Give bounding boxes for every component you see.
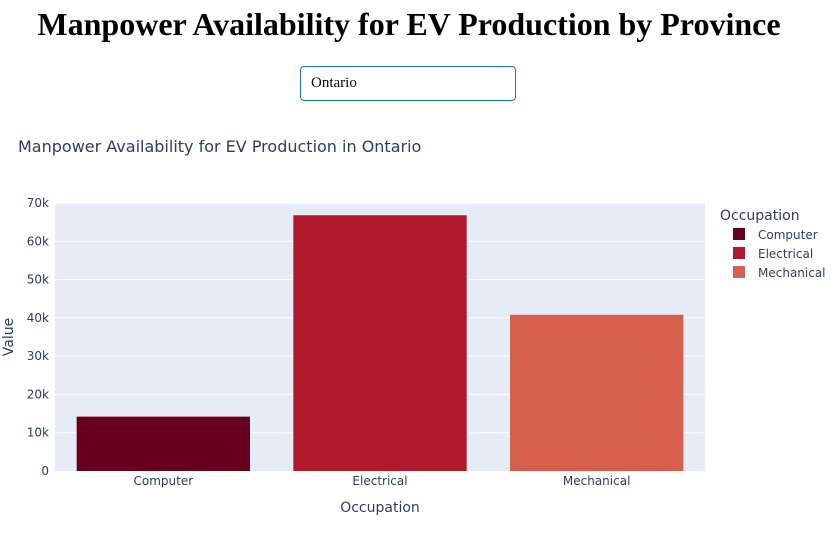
x-axis-label: Occupation (340, 500, 420, 516)
legend: Occupation Computer Electrical Mechanical (720, 208, 826, 280)
chart-title: Manpower Availability for EV Production … (18, 137, 421, 156)
province-dropdown[interactable]: Ontario (300, 66, 516, 101)
y-tick-label: 30k (27, 349, 49, 363)
x-axis-ticks: Computer Electrical Mechanical (134, 474, 631, 488)
bars (76, 215, 684, 471)
y-axis-label: Value (1, 318, 17, 356)
legend-item-label[interactable]: Electrical (758, 247, 813, 261)
legend-item-label[interactable]: Computer (758, 228, 818, 242)
page-title: Manpower Availability for EV Production … (37, 6, 781, 42)
y-tick-label: 60k (27, 234, 49, 248)
y-tick-label: 10k (27, 426, 49, 440)
legend-item-label[interactable]: Mechanical (758, 266, 826, 280)
y-axis-ticks: 0 10k 20k 30k 40k 50k 60k 70k (27, 196, 49, 478)
x-tick-label: Mechanical (563, 474, 631, 488)
y-tick-label: 70k (27, 196, 49, 210)
legend-swatch (733, 266, 745, 278)
bar-electrical[interactable] (293, 215, 467, 471)
legend-title: Occupation (720, 208, 800, 224)
legend-swatch (733, 228, 745, 240)
x-tick-label: Electrical (352, 474, 407, 488)
y-tick-label: 40k (27, 311, 49, 325)
y-tick-label: 20k (27, 387, 49, 401)
legend-swatch (733, 247, 745, 259)
x-tick-label: Computer (134, 474, 194, 488)
y-tick-label: 0 (41, 464, 49, 478)
bar-computer[interactable] (76, 416, 251, 471)
y-tick-label: 50k (27, 273, 49, 287)
bar-mechanical[interactable] (510, 314, 684, 471)
